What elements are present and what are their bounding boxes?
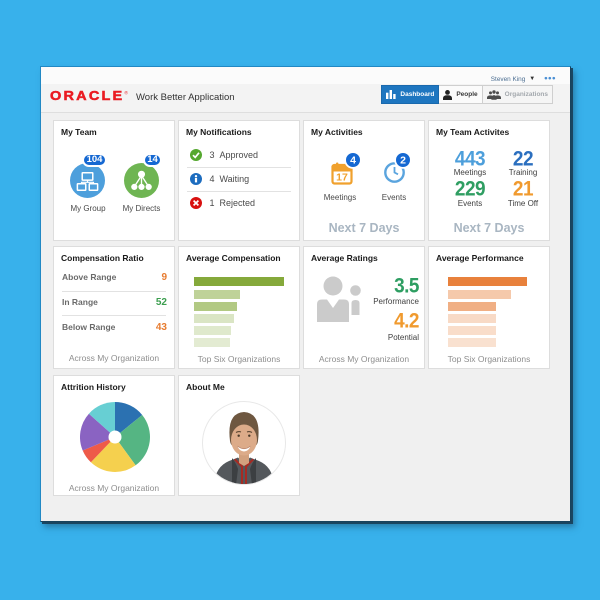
svg-text:17: 17 [336, 172, 348, 184]
svg-text:2: 2 [400, 154, 406, 166]
svg-text:4: 4 [350, 155, 356, 167]
